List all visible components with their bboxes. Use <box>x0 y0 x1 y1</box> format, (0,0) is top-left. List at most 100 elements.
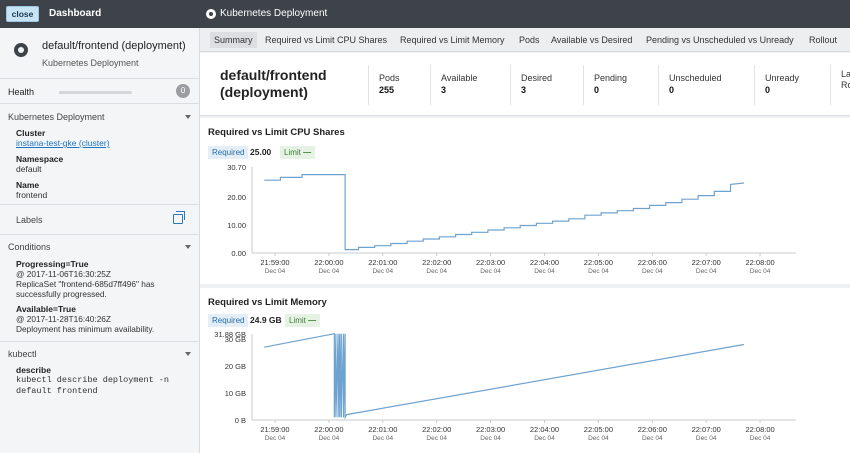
describe-label: describe <box>16 365 51 375</box>
legend-limit-label: Limit <box>289 316 306 325</box>
y-tick-label: 31.88 GB <box>214 330 246 339</box>
x-tick-date: Dec 04 <box>588 268 609 275</box>
x-tick-label: 22:01:00 <box>368 425 397 434</box>
metric-label: Pending <box>594 73 628 83</box>
x-tick-label: 22:03:00 <box>476 258 505 267</box>
chart-title: Required vs Limit Memory <box>208 297 327 308</box>
metric-label: Unscheduled <box>669 73 722 83</box>
health-label: Health <box>8 87 35 97</box>
x-tick-label: 22:08:00 <box>745 258 774 267</box>
legend-required[interactable]: Required <box>208 314 249 327</box>
legend-required[interactable]: Required <box>208 146 249 159</box>
chevron-down-icon[interactable] <box>185 115 191 119</box>
conditions-section-title[interactable]: Conditions <box>8 242 51 252</box>
dashboard-link[interactable]: Dashboard <box>49 8 102 19</box>
x-tick-date: Dec 04 <box>696 435 717 442</box>
y-tick-label: 0.00 <box>231 249 246 258</box>
page-title: Kubernetes Deployment <box>206 8 327 19</box>
x-tick-label: 22:06:00 <box>638 258 667 267</box>
legend-required-value: 25.00 <box>250 147 272 157</box>
x-tick-date: Dec 04 <box>750 268 771 275</box>
tab-pending-unscheduled-unready[interactable]: Pending vs Unscheduled vs Unready <box>646 35 794 45</box>
metric-pending: Pending 0 <box>583 65 627 105</box>
y-tick-label: 20 GB <box>225 362 246 371</box>
copy-icon[interactable] <box>173 211 185 224</box>
metric-value: 255 <box>379 85 395 95</box>
x-tick-date: Dec 04 <box>319 435 340 442</box>
metric-value: 3 <box>521 85 527 95</box>
tab-pods[interactable]: Pods <box>519 35 540 45</box>
x-tick-label: 22:04:00 <box>530 258 559 267</box>
k8s-section-title[interactable]: Kubernetes Deployment <box>8 112 105 122</box>
x-tick-date: Dec 04 <box>588 435 609 442</box>
x-tick-label: 21:59:00 <box>260 258 289 267</box>
y-tick-label: 30.70 <box>227 163 246 172</box>
x-tick-date: Dec 04 <box>642 435 663 442</box>
x-tick-label: 22:04:00 <box>530 425 559 434</box>
x-tick-date: Dec 04 <box>265 435 286 442</box>
x-tick-date: Dec 04 <box>480 435 501 442</box>
chevron-down-icon[interactable] <box>185 352 191 356</box>
x-tick-label: 22:02:00 <box>422 425 451 434</box>
summary-title: default/frontend (deployment) <box>220 67 327 100</box>
memory-chart-panel: Required vs Limit Memory Required 24.9 G… <box>200 288 850 453</box>
metric-value: 0 <box>765 85 771 95</box>
tab-available-vs-desired[interactable]: Available vs Desired <box>551 35 633 45</box>
describe-command[interactable]: kubectl describe deployment -n default f… <box>16 375 170 396</box>
x-tick-label: 22:00:00 <box>314 258 343 267</box>
x-tick-label: 22:00:00 <box>314 425 343 434</box>
y-tick-label: 10.00 <box>227 221 246 230</box>
metric-label: Available <box>441 73 478 83</box>
x-tick-date: Dec 04 <box>480 268 501 275</box>
condition-text: @ 2017-11-06T16:30:25Z ReplicaSet "front… <box>16 269 155 299</box>
x-tick-label: 22:05:00 <box>584 258 613 267</box>
legend-limit[interactable]: Limit — <box>285 314 321 327</box>
metric-available: Available 3 <box>430 65 477 105</box>
y-tick-label: 0 B <box>235 416 246 425</box>
summary-panel: default/frontend (deployment) Pods 255 A… <box>200 53 850 116</box>
labels-section-title[interactable]: Labels <box>16 215 43 225</box>
condition-title: Progressing=True <box>16 259 89 269</box>
sidebar: default/frontend (deployment) Kubernetes… <box>0 28 200 453</box>
x-tick-label: 21:59:00 <box>260 425 289 434</box>
x-tick-date: Dec 04 <box>265 268 286 275</box>
x-tick-date: Dec 04 <box>534 268 555 275</box>
tab-rollout[interactable]: Rollout <box>809 35 838 45</box>
series-line-required[interactable] <box>264 173 744 251</box>
x-tick-date: Dec 04 <box>642 268 663 275</box>
kubectl-section-title[interactable]: kubectl <box>8 349 37 359</box>
x-tick-date: Dec 04 <box>426 268 447 275</box>
metric-pods: Pods 255 <box>368 65 400 105</box>
cpu-chart-panel: Required vs Limit CPU Shares Required 25… <box>200 118 850 284</box>
metric-label: Pods <box>379 73 400 83</box>
x-tick-label: 22:05:00 <box>584 425 613 434</box>
x-tick-date: Dec 04 <box>426 435 447 442</box>
condition-text: @ 2017-11-28T16:40:26Z Deployment has mi… <box>16 314 155 334</box>
health-bar <box>59 91 132 94</box>
metric-label-cont: Ro <box>841 80 850 90</box>
close-button[interactable]: close <box>6 6 39 22</box>
legend-limit-value: — <box>303 148 312 157</box>
cluster-link[interactable]: instana-test-gke (cluster) <box>16 138 110 148</box>
tab-memory[interactable]: Required vs Limit Memory <box>400 35 505 45</box>
metric-label: La <box>841 69 850 79</box>
condition-title: Available=True <box>16 304 76 314</box>
x-tick-label: 22:07:00 <box>692 425 721 434</box>
chevron-down-icon[interactable] <box>185 245 191 249</box>
legend-limit[interactable]: Limit — <box>280 146 316 159</box>
metric-label: Unready <box>765 73 800 83</box>
x-tick-label: 22:03:00 <box>476 425 505 434</box>
tab-summary[interactable]: Summary <box>210 32 257 48</box>
cluster-label: Cluster <box>16 128 46 138</box>
series-line-required[interactable] <box>264 332 745 420</box>
y-tick-label: 20.00 <box>227 193 246 202</box>
tab-cpu-shares[interactable]: Required vs Limit CPU Shares <box>265 35 388 45</box>
x-tick-date: Dec 04 <box>372 435 393 442</box>
top-bar: close Dashboard Kubernetes Deployment <box>0 0 850 28</box>
divider <box>0 204 199 205</box>
divider <box>0 78 199 79</box>
x-tick-date: Dec 04 <box>696 268 717 275</box>
y-tick-label: 30 GB <box>225 335 246 344</box>
